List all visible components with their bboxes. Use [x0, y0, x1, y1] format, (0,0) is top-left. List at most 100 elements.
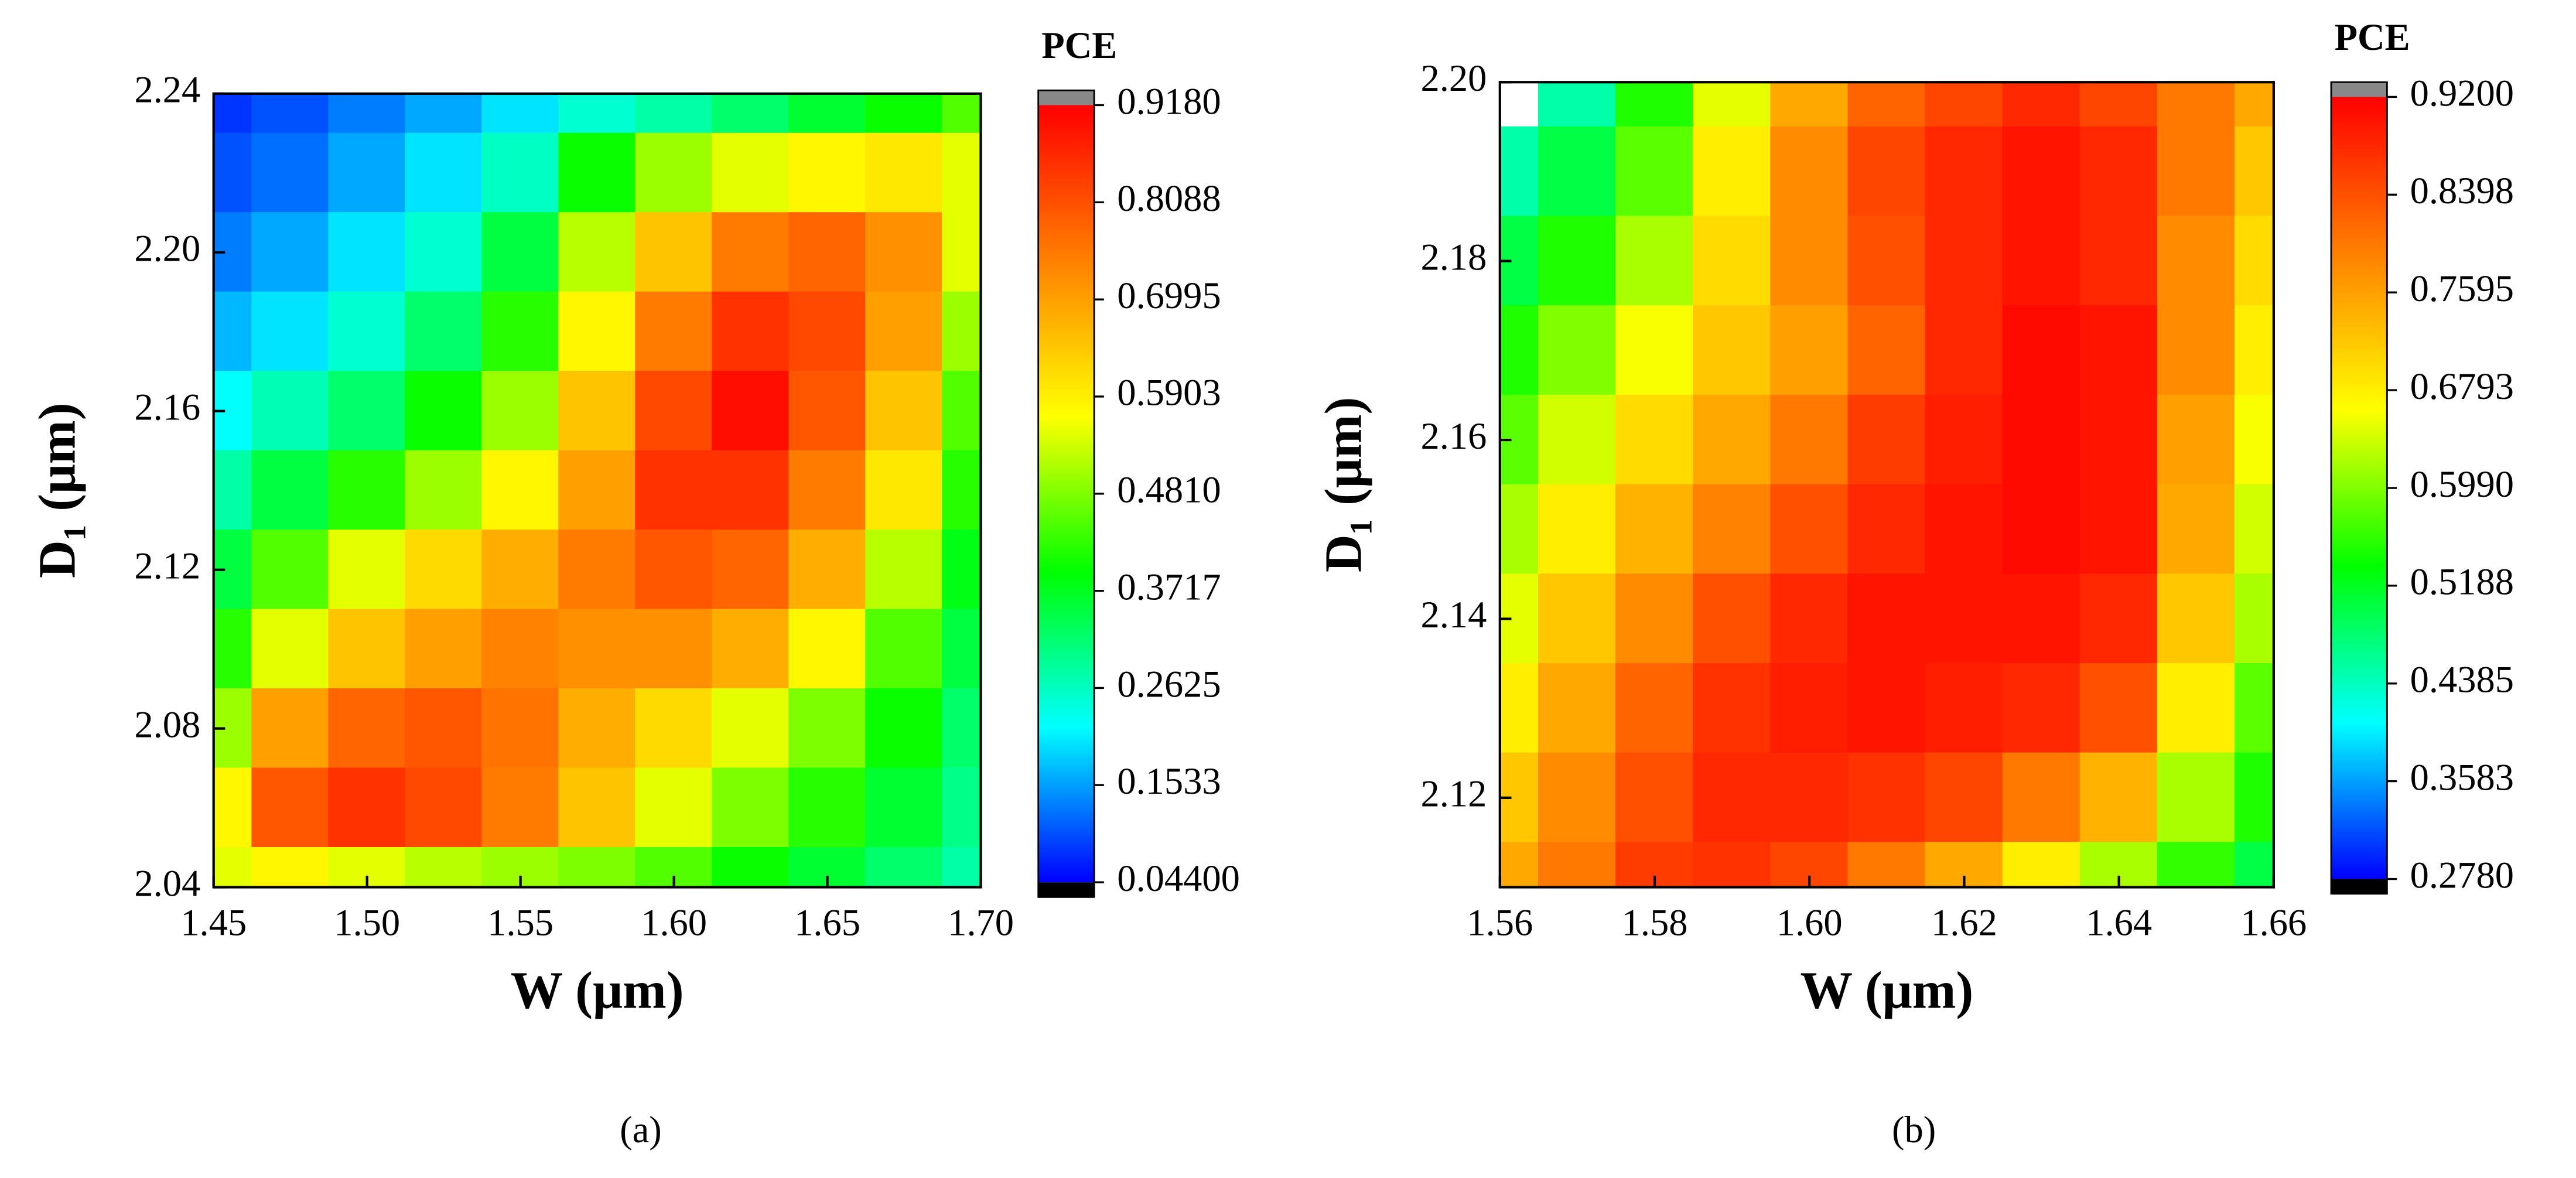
- y-tick-label: 2.08: [134, 704, 200, 745]
- cell: [865, 93, 943, 134]
- cell: [2002, 82, 2081, 128]
- cell: [328, 371, 406, 452]
- cell: [558, 450, 636, 531]
- cell: [1770, 484, 1849, 575]
- cell: [1847, 484, 1926, 575]
- cell: [1770, 394, 1849, 486]
- cell: [2002, 126, 2081, 217]
- cell: [328, 132, 406, 213]
- cell: [213, 846, 253, 887]
- colorbar-bottom-cap: [2331, 879, 2387, 894]
- cell: [1693, 216, 1772, 306]
- cell: [1615, 394, 1694, 486]
- x-tick-label: 1.62: [1931, 902, 1997, 944]
- cell: [558, 93, 636, 134]
- panel-label: (a): [620, 1109, 662, 1150]
- cell: [1615, 82, 1694, 128]
- cell: [1693, 484, 1772, 575]
- colorbar-tick-label: 0.8398: [2410, 170, 2514, 211]
- cell: [328, 688, 406, 769]
- colorbar-tick-label: 0.4385: [2410, 659, 2514, 701]
- cell: [2002, 394, 2081, 486]
- cell: [481, 530, 559, 610]
- cell: [1925, 126, 2004, 217]
- cell: [213, 132, 253, 213]
- cell: [558, 688, 636, 769]
- cell: [1615, 216, 1694, 306]
- colorbar-tick-label: 0.6995: [1117, 275, 1221, 316]
- cell: [1770, 752, 1849, 844]
- x-axis-title: W (μm): [511, 961, 684, 1019]
- x-axis-title: W (μm): [1800, 961, 1973, 1019]
- cell: [865, 132, 943, 213]
- cell: [2157, 573, 2236, 664]
- cell: [1925, 394, 2004, 486]
- colorbar: [1038, 105, 1095, 883]
- cell: [2234, 305, 2274, 396]
- cell: [1770, 126, 1849, 217]
- colorbar-tick-label: 0.5990: [2410, 463, 2514, 505]
- cell: [1538, 305, 1617, 396]
- cell: [1847, 126, 1926, 217]
- cell: [1847, 216, 1926, 306]
- cell: [1847, 842, 1926, 887]
- x-tick-label: 1.60: [1776, 902, 1843, 944]
- cell: [2157, 305, 2236, 396]
- cell: [2002, 216, 2081, 306]
- cell: [2002, 752, 2081, 844]
- cell: [1847, 573, 1926, 664]
- cell: [1538, 82, 1617, 128]
- cell: [1693, 663, 1772, 754]
- cell: [251, 530, 330, 610]
- cell: [712, 291, 790, 372]
- cell: [251, 93, 330, 134]
- cell: [481, 371, 559, 452]
- cell: [1925, 82, 2004, 128]
- cell: [2079, 216, 2158, 306]
- cell: [2079, 573, 2158, 664]
- cell: [1925, 216, 2004, 306]
- cell: [558, 371, 636, 452]
- cell: [865, 688, 943, 769]
- cell: [942, 609, 981, 689]
- cell: [251, 767, 330, 848]
- y-tick-label: 2.18: [1420, 236, 1487, 278]
- cell: [213, 291, 253, 372]
- cell: [405, 212, 483, 293]
- cell: [865, 371, 943, 452]
- cell: [2234, 752, 2274, 844]
- cell: [405, 93, 483, 134]
- cell: [481, 767, 559, 848]
- cell: [2157, 842, 2236, 887]
- cell: [1615, 305, 1694, 396]
- cell: [328, 212, 406, 293]
- cell: [712, 688, 790, 769]
- cell: [1770, 82, 1849, 128]
- cell: [328, 609, 406, 689]
- cell: [712, 450, 790, 531]
- cell: [2234, 484, 2274, 575]
- colorbar-tick-label: 0.9180: [1117, 80, 1221, 122]
- cell: [251, 688, 330, 769]
- cell: [481, 450, 559, 531]
- cell: [942, 767, 981, 848]
- cell: [788, 767, 866, 848]
- colorbar-title: PCE: [2335, 16, 2410, 58]
- colorbar-tick-label: 0.8088: [1117, 177, 1221, 219]
- cell: [405, 371, 483, 452]
- colorbar-tick-label: 0.5188: [2410, 561, 2514, 603]
- cell: [405, 609, 483, 689]
- y-tick-label: 2.12: [134, 545, 200, 586]
- cell: [942, 132, 981, 213]
- cell: [1770, 573, 1849, 664]
- cell: [251, 132, 330, 213]
- cell: [788, 450, 866, 531]
- cell: [942, 291, 981, 372]
- cell: [2234, 216, 2274, 306]
- cell: [1693, 842, 1772, 887]
- cell: [558, 767, 636, 848]
- cell: [865, 767, 943, 848]
- cell: [788, 93, 866, 134]
